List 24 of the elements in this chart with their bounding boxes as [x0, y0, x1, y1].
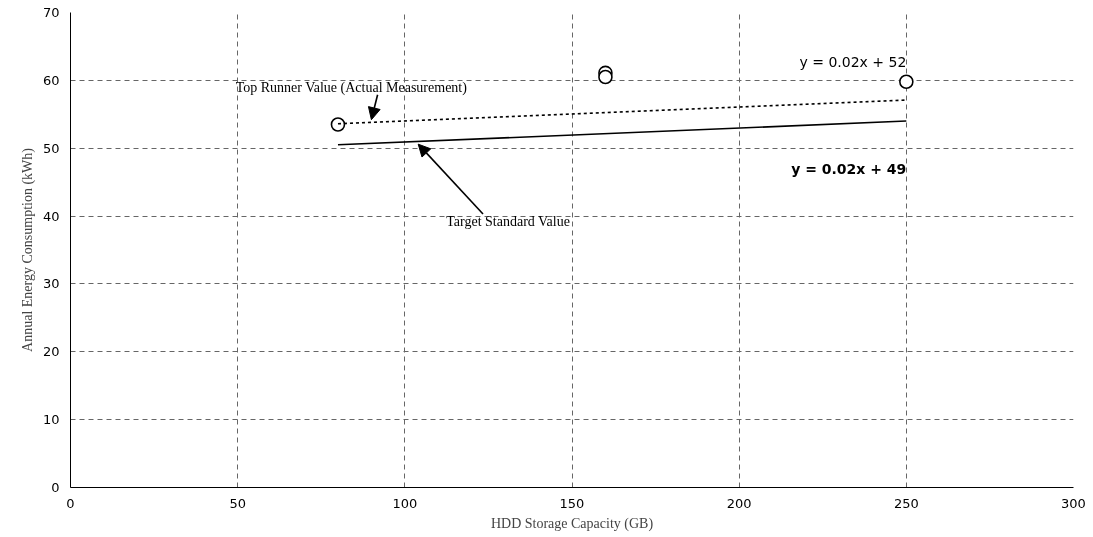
y-tick-label: 50 [42, 140, 60, 156]
x-axis-title: HDD Storage Capacity (GB) [490, 515, 654, 532]
x-tick-label: 250 [893, 495, 919, 511]
x-tick-label: 300 [1061, 495, 1086, 511]
y-tick-label: 10 [42, 412, 60, 428]
x-tick-label: 50 [229, 495, 246, 511]
annotation: y = 0.02x + 49 [791, 161, 907, 178]
point [899, 74, 914, 89]
x-tick-label: 0 [66, 495, 75, 511]
x-tick-label: 200 [726, 495, 752, 511]
y-tick-label: 30 [42, 276, 60, 292]
y-tick-label: 40 [42, 208, 60, 224]
point [598, 69, 613, 85]
y-axis-title: Annual Energy Consumption (kWh) [19, 147, 36, 352]
y-tick-label: 0 [51, 480, 60, 495]
y-tick-label: 20 [42, 344, 60, 360]
annotation: Target Standard Value [446, 214, 570, 230]
x-tick-label: 150 [559, 495, 585, 511]
annotation: y = 0.02x + 52 [799, 54, 907, 71]
point [330, 117, 346, 132]
x-tick-label: 100 [392, 495, 418, 511]
y-tick-label: 60 [42, 72, 60, 88]
annotation: Top Runner Value (Actual Measurement) [235, 79, 468, 96]
y-tick-label: 70 [42, 5, 60, 20]
